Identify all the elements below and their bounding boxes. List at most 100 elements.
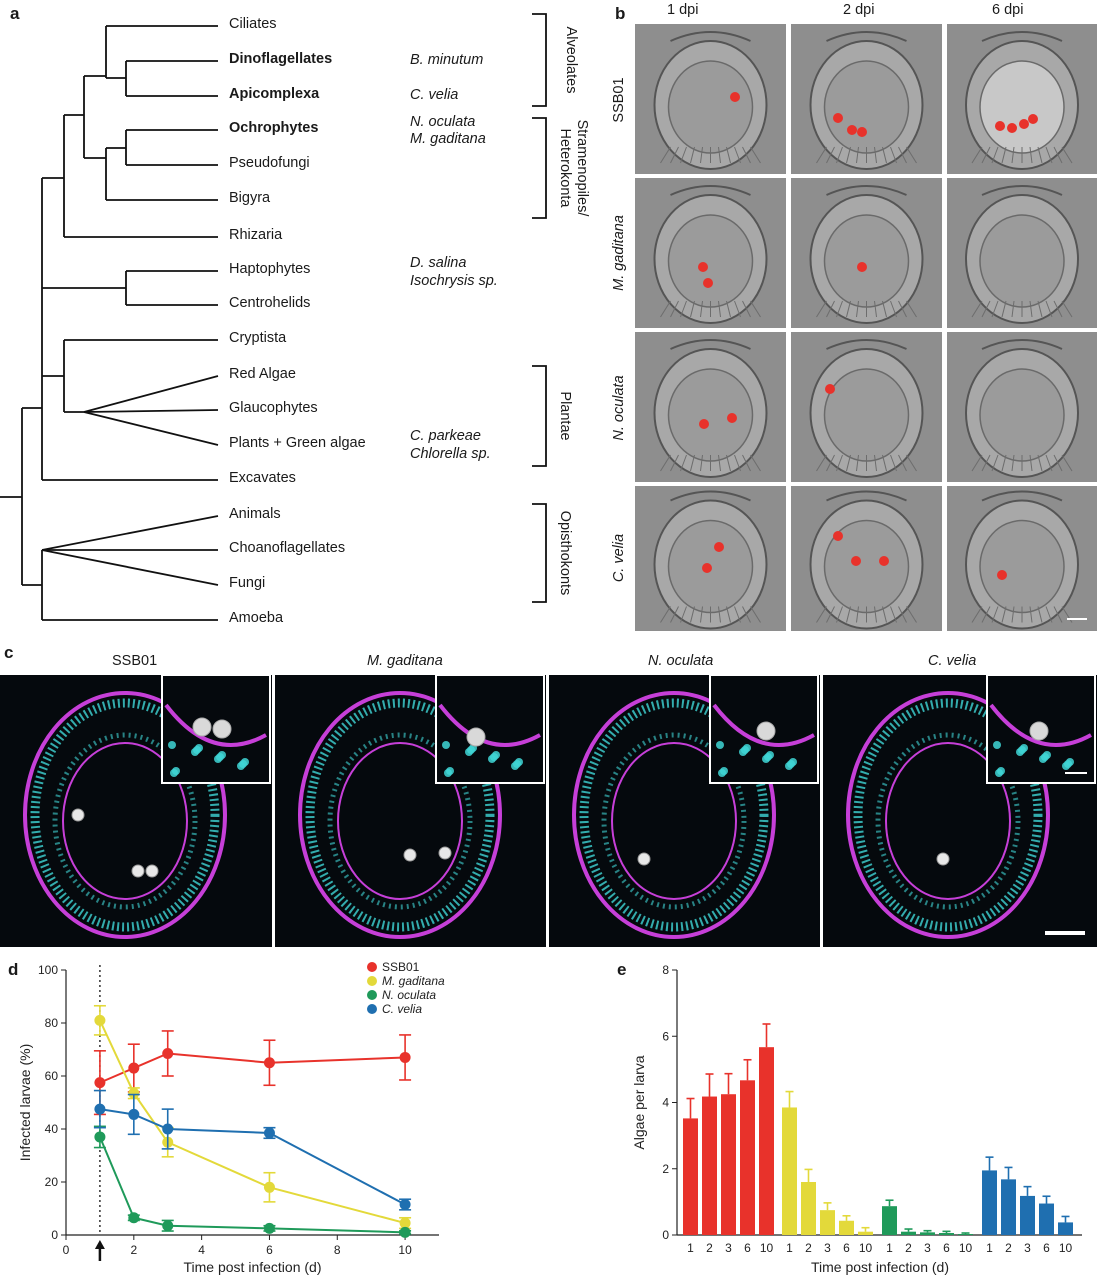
ciliary-band-line [816, 454, 827, 472]
ciliary-band-line [1045, 454, 1053, 472]
ciliary-band-line [680, 300, 687, 318]
legend-label-ssb01: SSB01 [382, 960, 420, 974]
bar-ssb01-1 [683, 1118, 698, 1235]
ciliary-band-line [874, 300, 877, 318]
algae-red-spot [825, 384, 835, 394]
larva-oral-lobe [981, 339, 1063, 350]
row-label-c-velia: C. velia [611, 533, 627, 583]
ciliary-band-line [1061, 300, 1073, 318]
x-axis-label: Time post infection (d) [184, 1259, 322, 1275]
data-point-ssb01 [263, 1057, 275, 1069]
data-point-ssb01 [162, 1047, 174, 1059]
data-point-m-gaditana [128, 1087, 140, 1099]
x-tick-label: 10 [959, 1241, 973, 1255]
taxon-red-algae: Red Algae [229, 366, 296, 382]
ciliary-band-line [690, 146, 695, 164]
ciliary-band-line [734, 300, 741, 318]
larva-section [572, 675, 819, 939]
ciliary-band-line [846, 146, 851, 164]
taxon-apicomplexa: Apicomplexa [229, 86, 320, 102]
bar-n-oculata-2 [901, 1231, 916, 1235]
taxon-amoeba: Amoeba [229, 610, 284, 626]
ciliary-band-line [1029, 606, 1033, 623]
data-point-m-gaditana [94, 1014, 106, 1026]
larva-oral-lobe [826, 185, 907, 196]
infection-arrow-head [94, 1240, 105, 1249]
taxon-plants-green-algae: Plants + Green algae [229, 435, 366, 451]
dic-image-c-velia-6-dpi [947, 486, 1097, 631]
ciliary-band-line [971, 454, 983, 472]
ciliary-band-line [906, 300, 917, 318]
ciliary-band-line [890, 146, 897, 164]
ciliary-band-line [718, 146, 721, 164]
col-label-6dpi: 6 dpi [992, 2, 1024, 18]
dic-image-m-gaditana-2-dpi [791, 178, 942, 328]
ciliary-band-line [700, 454, 703, 472]
dic-image-m-gaditana-1-dpi [635, 178, 786, 328]
ciliary-band-line [1011, 146, 1015, 164]
ciliary-band-line [856, 146, 859, 164]
panel-label-b: b [615, 4, 626, 23]
bar-c-velia-2 [1001, 1179, 1016, 1235]
x-tick-label: 10 [760, 1241, 774, 1255]
ciliary-band-line [1053, 454, 1063, 472]
x-tick-label: 10 [398, 1243, 412, 1257]
y-tick-label: 4 [662, 1096, 669, 1110]
gut-lumen [885, 742, 1011, 900]
ciliary-band-line [882, 146, 887, 164]
endoderm-nuclei [52, 732, 198, 910]
col-label-1dpi: 1 dpi [667, 2, 699, 18]
bar-c-velia-1 [982, 1170, 997, 1235]
data-point-ssb01 [94, 1077, 106, 1089]
algae-red-spot [1028, 114, 1038, 124]
ciliary-band-line [750, 454, 761, 472]
ciliary-band-line [981, 606, 991, 623]
data-point-n-oculata [263, 1222, 275, 1234]
y-tick-label: 60 [45, 1069, 59, 1083]
data-point-m-gaditana [263, 1181, 275, 1193]
ciliary-band-line [836, 606, 843, 623]
x-tick-label: 10 [859, 1241, 873, 1255]
ciliary-band-line [856, 454, 859, 472]
group-stramenopiles-line2: Heterokonta [557, 128, 573, 208]
larva-oral-lobe [981, 185, 1063, 196]
ciliary-band-line [874, 146, 877, 164]
c-title-m-gaditana: M. gaditana [367, 653, 443, 669]
data-point-c-velia [263, 1127, 275, 1139]
row-label-m-gaditana: M. gaditana [611, 215, 627, 291]
algae-red-spot [714, 542, 724, 552]
ciliary-band-line [1011, 454, 1015, 472]
ciliary-band-line [874, 606, 877, 623]
inset-nucleus [168, 741, 176, 749]
ciliary-band-line [670, 300, 679, 318]
endoderm-nuclei [601, 732, 747, 910]
inset-algae-cell [756, 721, 776, 741]
confocal-image-ssb01 [0, 675, 272, 947]
larva-oral-lobe [670, 31, 751, 42]
larva-drawing [653, 31, 768, 170]
algae-red-spot [727, 413, 737, 423]
col-label-2dpi: 2 dpi [843, 2, 875, 18]
larva-drawing [965, 185, 1079, 324]
larva-drawing [965, 339, 1079, 478]
ciliary-band-line [971, 146, 983, 164]
panel-label-a: a [10, 4, 20, 23]
ciliary-band-line [660, 300, 671, 318]
ciliary-band-line [726, 606, 731, 623]
ciliary-band-line [670, 606, 679, 623]
series-line-c-velia [99, 1108, 406, 1206]
inset-nucleus [766, 751, 774, 759]
series-line-n-oculata [98, 1136, 406, 1234]
group-brackets [532, 13, 547, 603]
bar-m-gaditana-6 [839, 1220, 854, 1235]
inset-nucleus [172, 767, 180, 775]
group-alveolates: Alveolates [563, 26, 579, 94]
ciliary-band-line [1045, 606, 1053, 623]
series-line-m-gaditana [99, 1019, 406, 1225]
ciliary-band-line [826, 606, 835, 623]
x-tick-label: 1 [786, 1241, 793, 1255]
ciliary-band-line [690, 300, 695, 318]
tree-branches [0, 25, 219, 621]
algae-red-spot [699, 419, 709, 429]
ciliary-band-line [1053, 300, 1063, 318]
